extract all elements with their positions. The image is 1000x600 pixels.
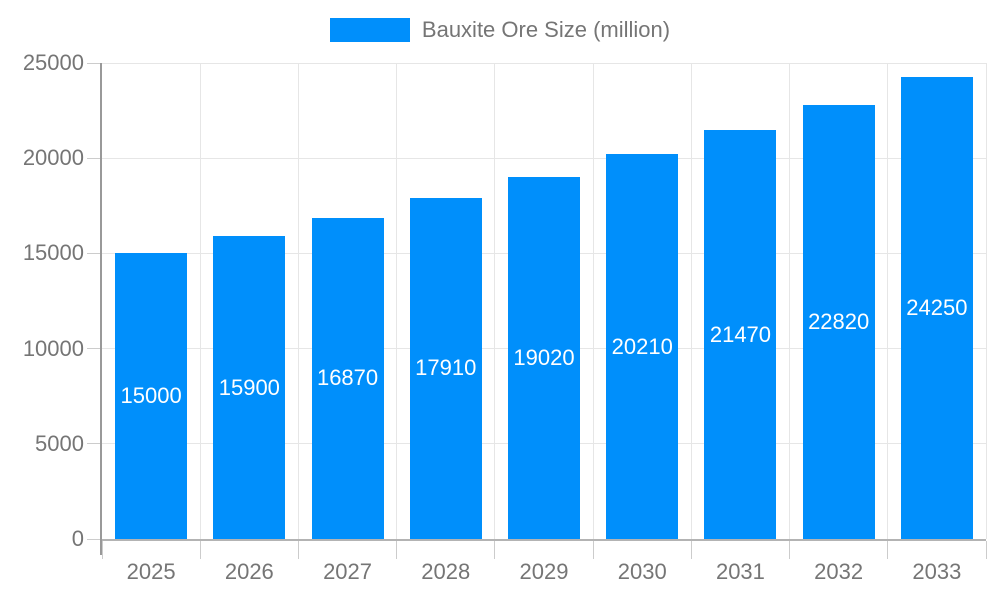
bar[interactable] — [213, 236, 286, 539]
x-axis-tick — [985, 541, 987, 559]
bar-value-label: 21470 — [709, 321, 772, 347]
bar-value-label: 15000 — [120, 383, 182, 409]
x-axis-tick — [396, 541, 398, 559]
x-axis-label: 2027 — [323, 559, 373, 584]
x-axis-tick — [101, 541, 103, 559]
legend-label[interactable]: Bauxite Ore Size (million) — [421, 17, 671, 42]
bar[interactable] — [704, 130, 777, 539]
bar[interactable] — [409, 197, 482, 539]
x-axis-label: 2025 — [126, 559, 176, 584]
y-axis-tick — [87, 348, 102, 350]
v-gridline — [494, 63, 496, 539]
v-gridline — [690, 63, 692, 539]
v-gridline — [789, 63, 791, 539]
x-axis-label: 2033 — [912, 559, 962, 584]
bar-value-label: 15900 — [218, 374, 280, 400]
y-axis-label: 5000 — [35, 430, 84, 456]
x-axis-tick — [494, 541, 496, 559]
x-axis-tick — [887, 541, 889, 559]
bar-value-label: 20210 — [611, 333, 673, 359]
v-gridline — [592, 63, 594, 539]
v-gridline — [199, 63, 201, 539]
x-axis-tick — [789, 541, 791, 559]
bar-value-label: 24250 — [906, 295, 968, 321]
bar-value-label: 19020 — [513, 344, 575, 370]
v-gridline — [396, 63, 398, 539]
bar[interactable] — [802, 104, 875, 539]
y-axis-label: 10000 — [22, 335, 84, 361]
x-axis-label: 2031 — [715, 559, 765, 584]
bar[interactable] — [606, 154, 679, 539]
x-axis-tick — [297, 541, 299, 559]
bar[interactable] — [508, 176, 580, 539]
bar-value-label: 17910 — [415, 355, 477, 381]
y-axis-label: 0 — [71, 526, 84, 551]
bar-value-label: 16870 — [316, 365, 379, 391]
y-axis-tick — [87, 252, 102, 254]
x-axis-label: 2029 — [519, 559, 569, 584]
y-axis-label: 20000 — [22, 145, 84, 171]
y-axis-tick — [87, 62, 102, 64]
v-gridline — [985, 63, 987, 539]
legend-swatch[interactable] — [329, 18, 410, 42]
x-axis-tick — [690, 541, 692, 559]
bar-value-label: 22820 — [808, 308, 870, 334]
y-axis-label: 15000 — [22, 240, 84, 266]
v-gridline — [297, 63, 299, 539]
x-axis-label: 2028 — [421, 559, 471, 584]
x-axis-tick — [592, 541, 594, 559]
y-axis-tick — [87, 157, 102, 159]
bar[interactable] — [900, 77, 973, 539]
legend[interactable]: Bauxite Ore Size (million) — [0, 17, 1000, 43]
x-axis-label: 2026 — [224, 559, 274, 584]
x-axis-tick — [199, 541, 201, 559]
x-axis-line — [102, 539, 986, 541]
h-gridline — [102, 62, 986, 64]
v-gridline — [887, 63, 889, 539]
h-gridline — [102, 157, 986, 159]
bar[interactable] — [311, 217, 384, 539]
y-axis-tick — [87, 443, 102, 445]
x-axis-label: 2032 — [814, 559, 864, 584]
y-axis-label: 25000 — [22, 50, 84, 75]
y-axis-tick — [87, 538, 102, 540]
y-axis-line — [100, 63, 102, 555]
bar[interactable] — [115, 253, 188, 539]
x-axis-label: 2030 — [617, 559, 667, 584]
